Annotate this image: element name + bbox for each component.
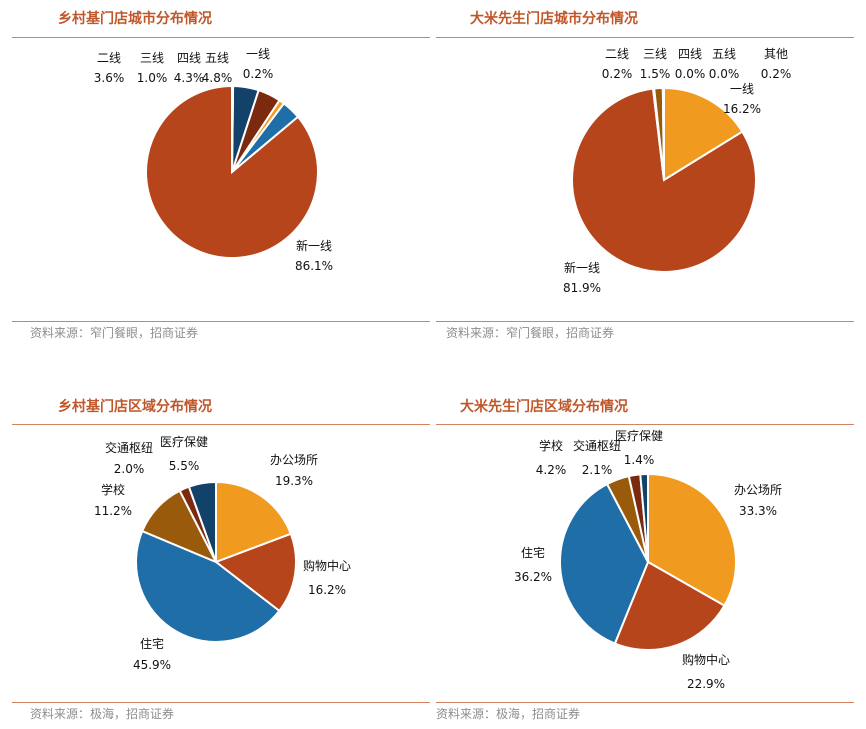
title-rule-4 [436,424,854,425]
pie-slice-4-6 [639,472,649,563]
chart-title-4: 大米先生门店区域分布情况 [460,399,628,415]
source-rule-1 [12,321,430,322]
slice-label-4-4: 学校 [539,438,563,453]
slice-value-2-3: 0.2% [602,67,633,81]
slice-value-1-6: 0.2% [243,67,274,81]
title-rule-1 [12,37,430,38]
pie-slice-3-3 [135,529,281,643]
chart-source-2: 资料来源：窄门餐眼，招商证券 [446,326,615,340]
slice-value-2-7: 0.2% [761,67,792,81]
slice-value-4-6: 1.4% [624,453,655,467]
slice-value-4-3: 36.2% [514,570,552,584]
slice-label-1-6: 一线 [246,47,270,61]
pie-slice-2-7 [661,86,665,181]
pie-chart-3: 办公场所 19.3% 购物中心 16.2% 住宅 45.9% 学校 11.2% 交通枢纽 2.0%… [94,435,351,672]
title-rule-2 [436,37,854,38]
pie-slice-2-1 [663,86,744,182]
pie-slice-2-2 [571,87,757,273]
pie-slice-4-2 [613,560,726,651]
slice-label-3-4: 学校 [101,482,125,497]
pie-chart-4: 办公场所 33.3% 购物中心 22.9% 住宅 36.2% 学校 4.2% 交通枢纽 2.1% 医… [514,429,782,691]
slice-label-1-1: 新一线 [296,238,332,253]
chart-title-3: 乡村基门店区域分布情况 [58,399,212,415]
slice-label-3-2: 购物中心 [303,558,351,573]
chart-source-4: 资料来源：极海，招商证券 [436,707,581,721]
slice-value-4-1: 33.3% [739,504,777,518]
slice-value-3-1: 19.3% [275,474,313,488]
chart-source-1: 资料来源：窄门餐眼，招商证券 [30,326,199,340]
slice-label-1-2: 二线 [97,51,121,65]
pie-chart-1: 新一线 86.1% 二线 3.6% 三线 1.0% 四线 4.3%五线 4.8% 一线 0.2% [94,47,333,273]
slice-label-4-6: 医疗保健 [615,429,663,443]
slice-value-3-3: 45.9% [133,658,171,672]
slice-value-1-5: 4.8% [202,71,233,85]
slice-label-2-5: 四线 [678,47,702,61]
slice-label-2-1: 一线 [730,82,754,96]
slice-value-1-4: 4.3% [174,71,205,85]
slice-value-3-5: 2.0% [114,462,145,476]
slice-label-3-5: 交通枢纽 [105,440,153,455]
slice-label-2-7: 其他 [764,47,788,61]
pie-chart-2: 一线 16.2% 新一线 81.9% 二线 0.2% 三线 1.5% 四线 0.0% 五线 0.0% 其… [563,47,791,295]
slice-label-2-6: 五线 [712,47,736,61]
slice-label-4-1: 办公场所 [734,482,782,497]
slice-label-3-6: 医疗保健 [160,435,208,449]
slice-value-4-4: 4.2% [536,463,567,477]
slice-value-3-6: 5.5% [169,459,200,473]
pie-slice-4-1 [647,472,737,608]
slice-label-2-4: 三线 [643,47,667,61]
pie-slice-4-3 [559,482,650,645]
slice-label-2-3: 二线 [605,47,629,61]
slice-value-2-6: 0.0% [709,67,740,81]
slice-value-1-2: 3.6% [94,71,125,85]
slice-label-4-3: 住宅 [521,545,545,560]
chart-title-2: 大米先生门店城市分布情况 [470,11,638,27]
slice-value-2-1: 16.2% [723,102,761,116]
pie-slice-3-1 [215,480,293,564]
pie-slice-3-2 [213,532,297,613]
slice-label-1-4: 四线 [177,51,201,65]
slice-value-3-4: 11.2% [94,504,132,518]
slice-value-1-1: 86.1% [295,259,333,273]
slice-label-1-3: 三线 [140,51,164,65]
slice-label-3-3: 住宅 [140,636,164,651]
pie-slice-1-6 [231,84,235,173]
slice-label-3-1: 办公场所 [270,452,318,467]
slice-value-2-5: 0.0% [675,67,706,81]
slice-value-2-2: 81.9% [563,281,601,295]
chart-source-3: 资料来源：极海，招商证券 [30,707,175,721]
pie-slice-1-1 [145,84,319,259]
source-rule-4 [436,702,854,703]
slice-label-2-2: 新一线 [564,260,600,275]
source-rule-2 [436,321,854,322]
slice-label-4-2: 购物中心 [682,652,730,667]
slice-value-4-2: 22.9% [687,677,725,691]
slice-label-4-5: 交通枢纽 [573,438,621,453]
source-rule-3 [12,702,430,703]
slice-label-1-5: 五线 [205,51,229,65]
title-rule-3 [12,424,430,425]
pie-slice-3-6 [187,480,217,563]
slice-value-4-5: 2.1% [582,463,613,477]
slice-value-3-2: 16.2% [308,583,346,597]
slice-value-1-3: 1.0% [137,71,168,85]
slice-value-2-4: 1.5% [640,67,671,81]
chart-title-1: 乡村基门店城市分布情况 [58,11,212,27]
